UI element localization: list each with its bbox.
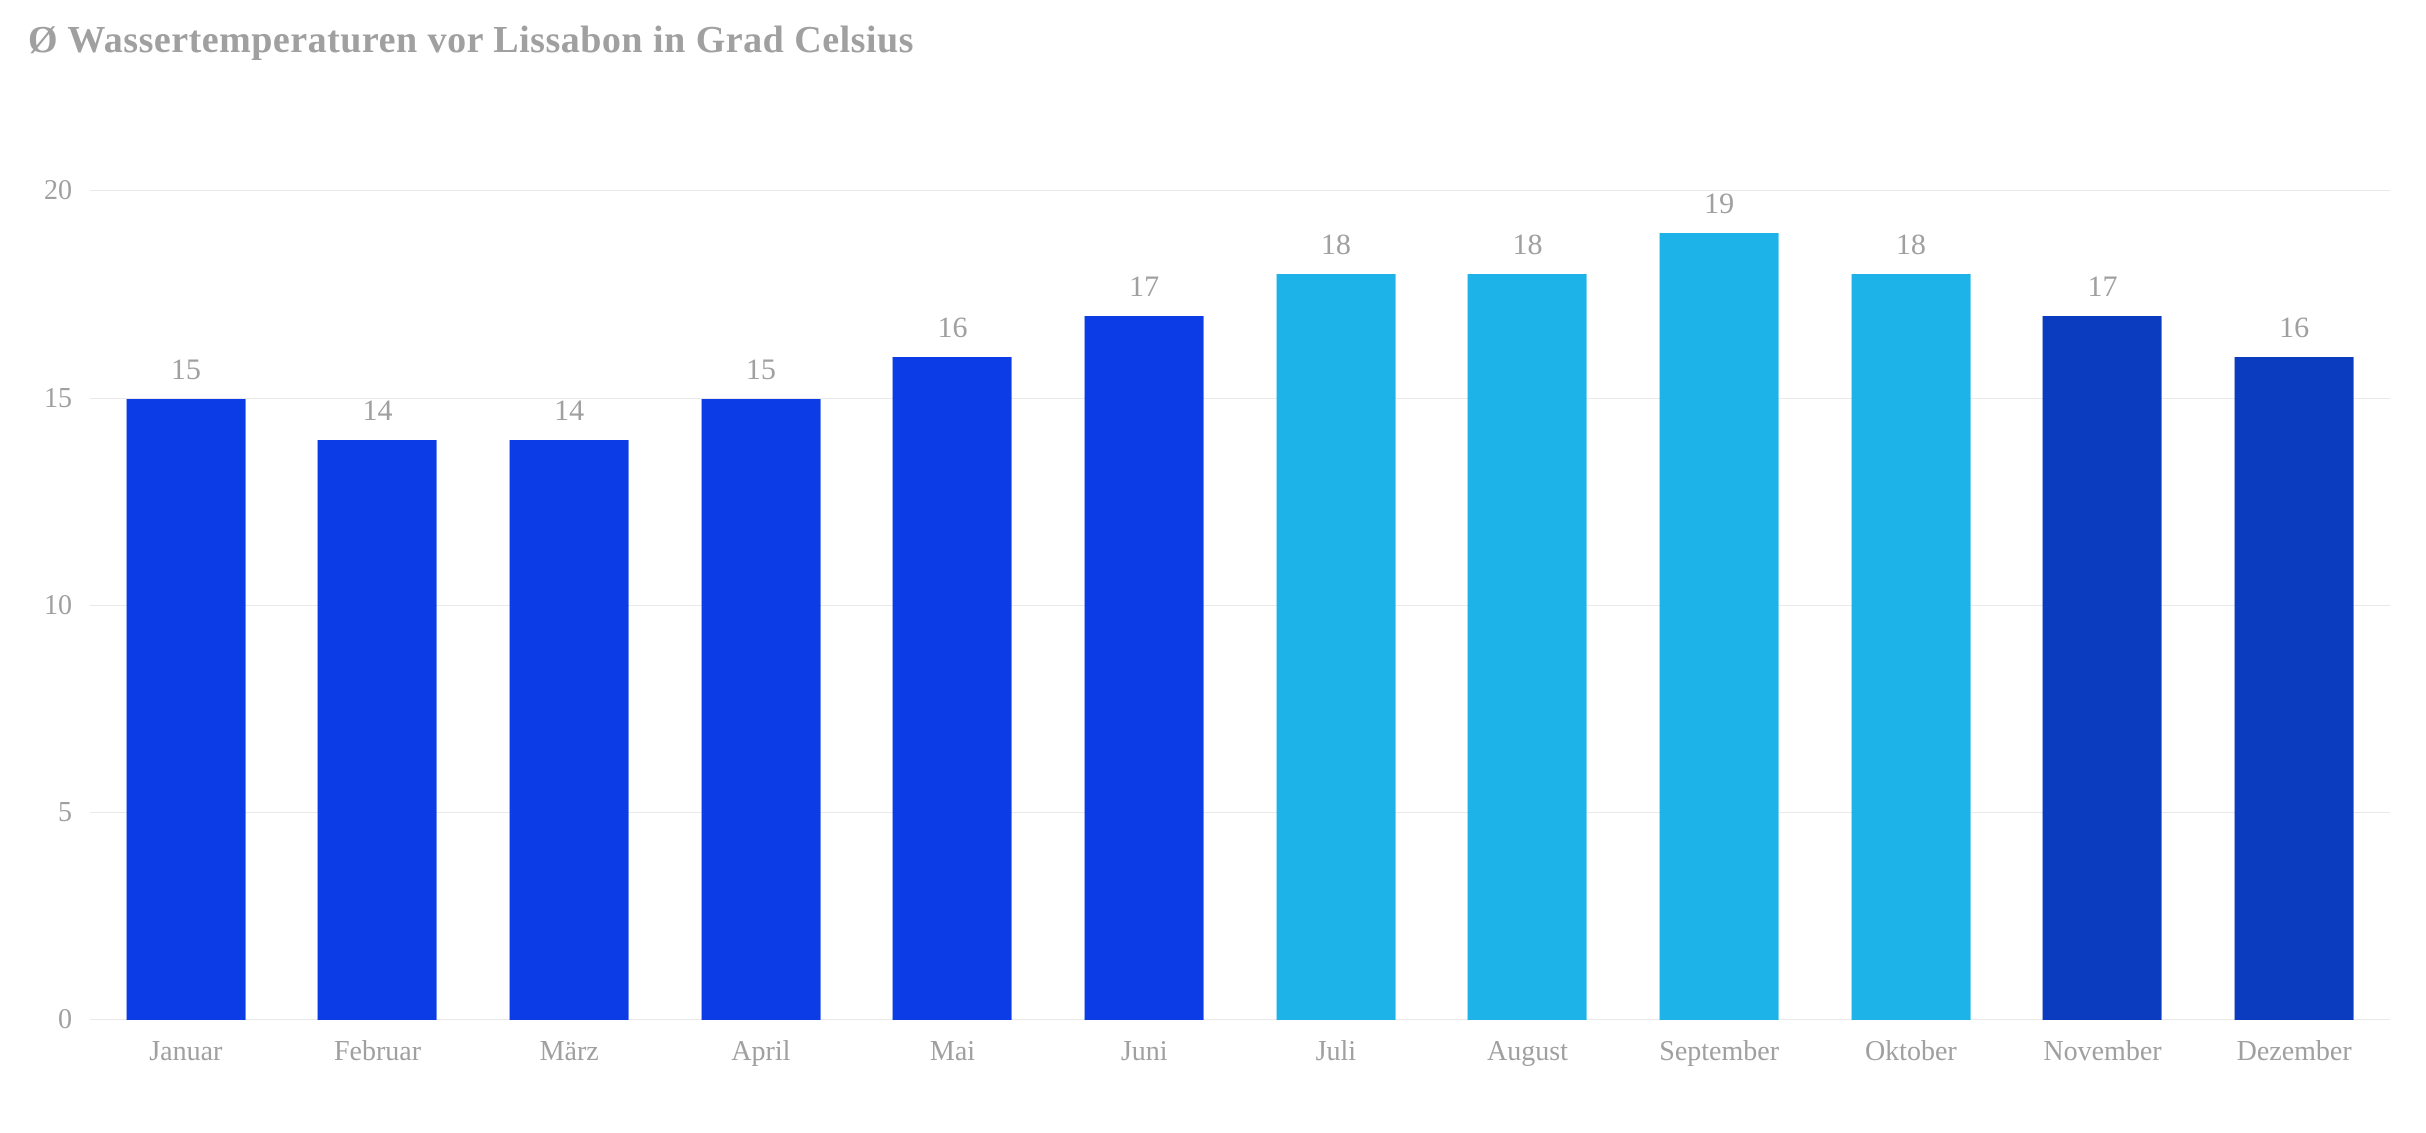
bar-slot: 16Dezember [2198,150,2390,1020]
bar: 19 [1660,233,1779,1020]
x-tick-label: Februar [334,1036,421,1068]
y-tick-label: 5 [58,797,72,829]
bar-slot: 18Juli [1240,150,1432,1020]
bar-value-label: 16 [937,311,967,345]
y-tick-label: 15 [44,383,72,415]
x-tick-label: Juni [1121,1036,1168,1068]
bar: 14 [510,440,629,1020]
bar-value-label: 19 [1704,187,1734,221]
bar-value-label: 15 [746,353,776,387]
plot-area: 0510152015Januar14Februar14März15April16… [90,150,2390,1020]
bars-row: 15Januar14Februar14März15April16Mai17Jun… [90,150,2390,1020]
bar-slot: 18Oktober [1815,150,2007,1020]
bar: 17 [1085,316,1204,1020]
bar-value-label: 16 [2279,311,2309,345]
bar-slot: 19September [1623,150,1815,1020]
bar-value-label: 18 [1896,228,1926,262]
bar: 18 [1851,274,1970,1020]
bar: 15 [701,399,820,1020]
x-tick-label: März [540,1036,599,1068]
bar-slot: 14Februar [282,150,474,1020]
bar-slot: 14März [473,150,665,1020]
x-tick-label: Mai [930,1036,975,1068]
chart-title: Ø Wassertemperaturen vor Lissabon in Gra… [28,18,914,62]
y-tick-label: 0 [58,1004,72,1036]
bar-value-label: 18 [1512,228,1542,262]
bar-value-label: 15 [171,353,201,387]
bar-value-label: 17 [1129,270,1159,304]
x-tick-label: September [1659,1036,1779,1068]
bar: 18 [1468,274,1587,1020]
bar-slot: 17Juni [1048,150,1240,1020]
y-tick-label: 20 [44,175,72,207]
bar: 16 [2235,357,2354,1020]
x-tick-label: August [1487,1036,1568,1068]
bar-slot: 18August [1432,150,1624,1020]
bar-slot: 17November [2007,150,2199,1020]
bar-slot: 15Januar [90,150,282,1020]
bar: 16 [893,357,1012,1020]
x-tick-label: Dezember [2237,1036,2352,1068]
y-tick-label: 10 [44,590,72,622]
x-tick-label: Juli [1316,1036,1356,1068]
bar: 18 [1276,274,1395,1020]
x-tick-label: April [731,1036,790,1068]
bar-value-label: 18 [1321,228,1351,262]
bar-slot: 16Mai [857,150,1049,1020]
x-tick-label: Oktober [1865,1036,1957,1068]
bar-value-label: 14 [362,394,392,428]
bar: 15 [126,399,245,1020]
bar: 17 [2043,316,2162,1020]
bar-slot: 15April [665,150,857,1020]
bar-chart: Ø Wassertemperaturen vor Lissabon in Gra… [0,0,2426,1133]
bar-value-label: 14 [554,394,584,428]
bar: 14 [318,440,437,1020]
bar-value-label: 17 [2087,270,2117,304]
x-tick-label: November [2043,1036,2161,1068]
x-tick-label: Januar [149,1036,222,1068]
